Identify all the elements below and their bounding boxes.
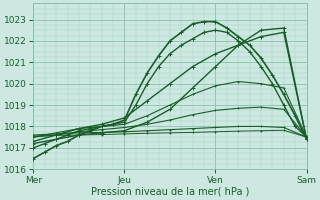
X-axis label: Pression niveau de la mer( hPa ): Pression niveau de la mer( hPa )	[91, 187, 249, 197]
